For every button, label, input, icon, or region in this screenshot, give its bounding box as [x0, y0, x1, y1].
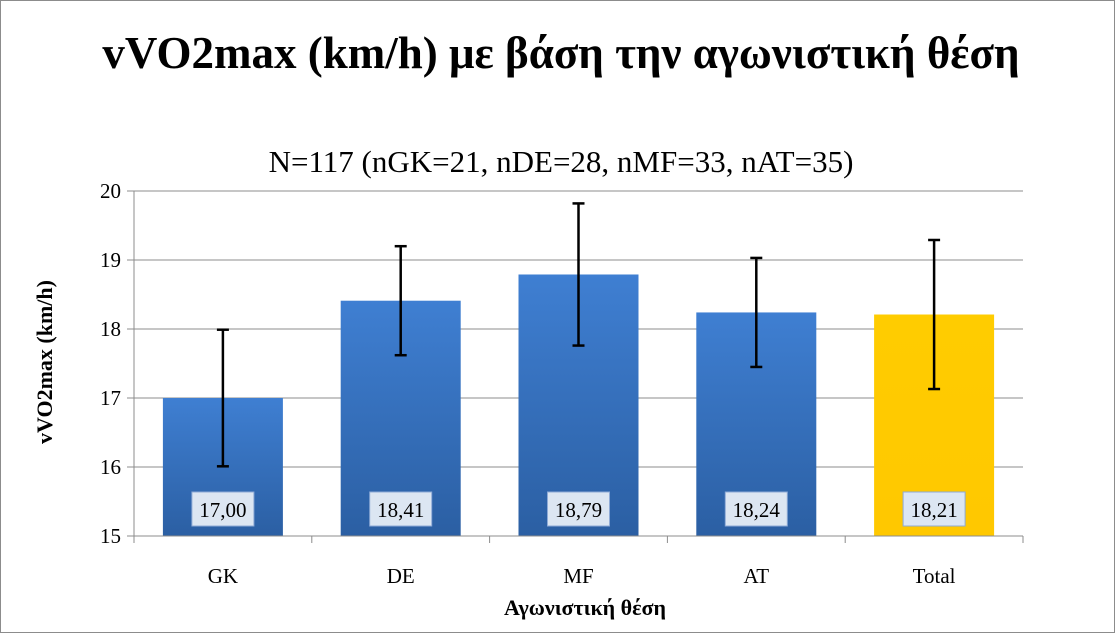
- data-label-box: [724, 491, 788, 527]
- data-label: 18,41: [377, 498, 424, 522]
- data-labels: 17,00 18,41 18,79 18,24 18,21: [191, 491, 966, 527]
- data-label-box: [902, 491, 966, 527]
- x-tick-label: GK: [208, 564, 238, 588]
- data-label: 18,24: [733, 498, 781, 522]
- x-axis-title: Αγωνιστική θέση: [504, 595, 666, 620]
- y-tick-label: 18: [100, 317, 121, 341]
- x-tick-label: MF: [563, 564, 593, 588]
- chart-subtitle: N=117 (nGK=21, nDE=28, nMF=33, nAT=35): [268, 144, 854, 179]
- data-label: 18,79: [555, 498, 602, 522]
- data-label: 18,21: [910, 498, 957, 522]
- y-tick-label: 15: [100, 524, 121, 548]
- y-tick-label: 19: [100, 248, 121, 272]
- chart-title: vVO2max (km/h) με βάση την αγωνιστική θέ…: [102, 28, 1020, 78]
- data-label-box: [369, 491, 433, 527]
- data-label: 17,00: [199, 498, 246, 522]
- data-label-box: [547, 491, 610, 527]
- x-tick-label: Total: [913, 564, 956, 588]
- y-axis-title: vVO2max (km/h): [32, 280, 57, 444]
- x-tick-label: AT: [743, 564, 769, 588]
- y-tick-label: 16: [100, 455, 121, 479]
- y-tick-label: 17: [100, 386, 121, 410]
- x-tick-label: DE: [387, 564, 415, 588]
- data-label-box: [191, 491, 255, 527]
- error-bars: [216, 202, 941, 468]
- y-tick-label: 20: [100, 179, 121, 203]
- axes: 15 16 17 18 19 20 GK DE MF AT Total: [100, 179, 1024, 588]
